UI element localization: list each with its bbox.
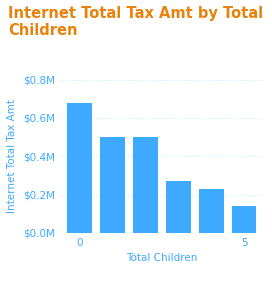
X-axis label: Total Children: Total Children — [126, 253, 197, 263]
Bar — [232, 206, 256, 233]
Bar — [67, 103, 92, 233]
Bar — [133, 137, 158, 233]
Bar — [100, 137, 125, 233]
Text: Internet Total Tax Amt by Total
Children: Internet Total Tax Amt by Total Children — [8, 6, 263, 38]
Bar — [199, 189, 224, 233]
Y-axis label: Internet Total Tax Amt: Internet Total Tax Amt — [7, 99, 17, 213]
Bar — [166, 181, 191, 233]
